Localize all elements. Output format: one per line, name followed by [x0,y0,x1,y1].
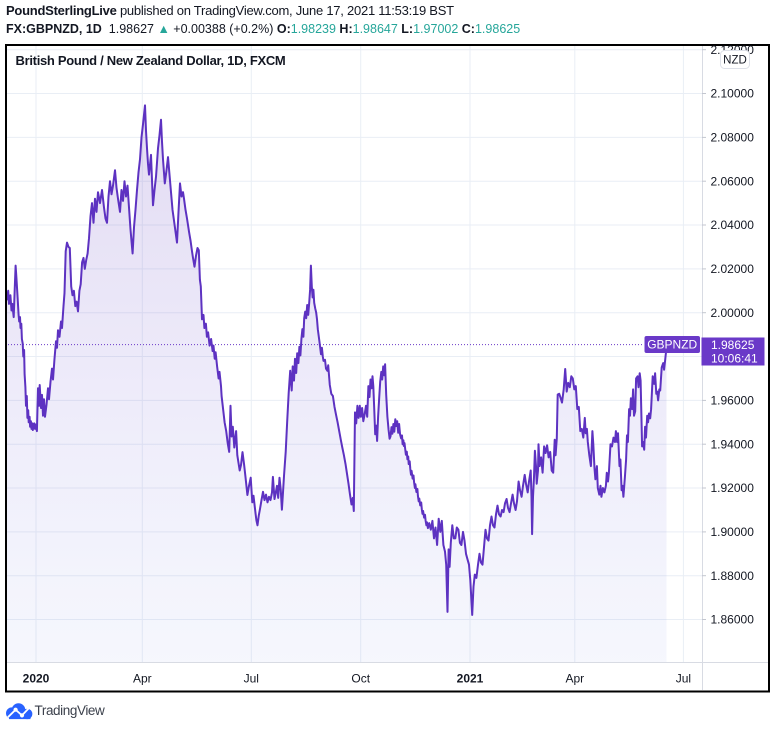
svg-text:2.04000: 2.04000 [711,218,755,232]
svg-text:1.96000: 1.96000 [711,394,755,408]
svg-text:2020: 2020 [23,672,50,686]
svg-text:GBPNZD: GBPNZD [647,338,697,352]
svg-text:1.94000: 1.94000 [711,437,755,451]
svg-text:2.02000: 2.02000 [711,262,755,276]
svg-text:Jul: Jul [676,672,691,686]
svg-text:NZD: NZD [723,55,747,67]
svg-text:2.00000: 2.00000 [711,306,755,320]
svg-text:1.92000: 1.92000 [711,481,755,495]
svg-text:British Pound / New Zealand Do: British Pound / New Zealand Dollar, 1D, … [16,53,286,68]
svg-text:Apr: Apr [565,672,584,686]
svg-text:2.08000: 2.08000 [711,131,755,145]
svg-text:TradingView: TradingView [35,703,106,718]
svg-text:Apr: Apr [133,672,152,686]
svg-text:Oct: Oct [351,672,370,686]
svg-text:1.98625: 1.98625 [711,338,755,352]
svg-text:1.90000: 1.90000 [711,525,755,539]
svg-text:Jul: Jul [244,672,259,686]
svg-text:10:06:41: 10:06:41 [711,352,758,366]
svg-text:1.88000: 1.88000 [711,569,755,583]
svg-text:2.10000: 2.10000 [711,87,755,101]
svg-text:2.06000: 2.06000 [711,174,755,188]
svg-text:2021: 2021 [457,672,484,686]
svg-text:1.86000: 1.86000 [711,613,755,627]
